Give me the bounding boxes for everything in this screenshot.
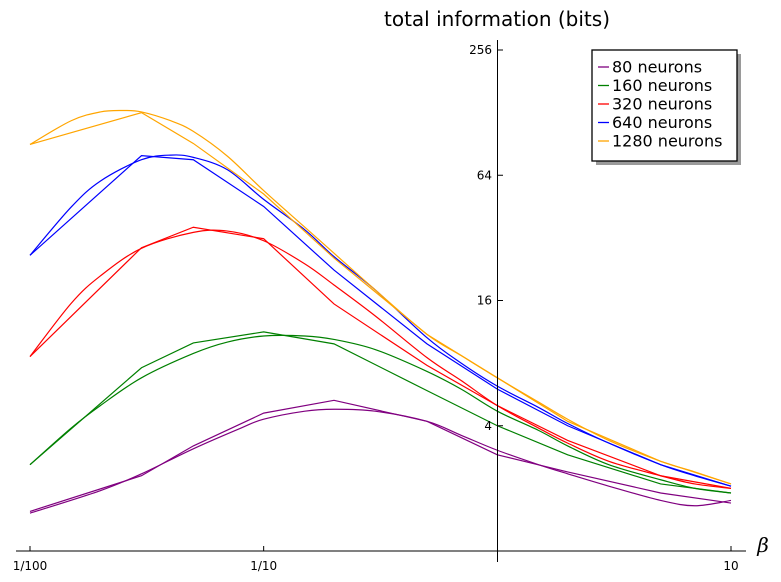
x-tick-label: 10 <box>723 559 738 573</box>
legend-box <box>591 49 738 162</box>
legend-label: 640 neurons <box>612 113 712 132</box>
series-line-1280-neurons <box>29 111 732 485</box>
legend-label: 1280 neurons <box>612 132 722 151</box>
y-tick-label: 64 <box>477 168 492 182</box>
x-tick-label: 1/100 <box>13 559 48 573</box>
series-fit-80-neurons <box>29 408 732 514</box>
y-tick-label: 256 <box>469 43 492 57</box>
series-fit-1280-neurons <box>29 109 732 485</box>
x-tick-label: 1/10 <box>250 559 277 573</box>
y-tick-label: 16 <box>477 294 492 308</box>
series-line-160-neurons <box>29 331 732 494</box>
y-tick-label: 4 <box>484 419 492 433</box>
series-fit-640-neurons <box>29 154 732 487</box>
series-layer <box>29 109 732 514</box>
legend-label: 80 neurons <box>612 58 702 77</box>
x-axis-label: β <box>756 533 769 557</box>
legend-label: 160 neurons <box>612 76 712 95</box>
y-ticks: 4 16 64 256 <box>469 43 503 433</box>
series-line-80-neurons <box>29 399 732 512</box>
series-line-320-neurons <box>29 226 732 489</box>
series-fit-160-neurons <box>29 334 732 494</box>
legend-label: 320 neurons <box>612 95 712 114</box>
x-ticks: 1/100 1/10 10 <box>13 546 739 573</box>
series-line-640-neurons <box>29 155 732 487</box>
series-fit-320-neurons <box>29 229 732 489</box>
chart-title: total information (bits) <box>384 7 610 31</box>
